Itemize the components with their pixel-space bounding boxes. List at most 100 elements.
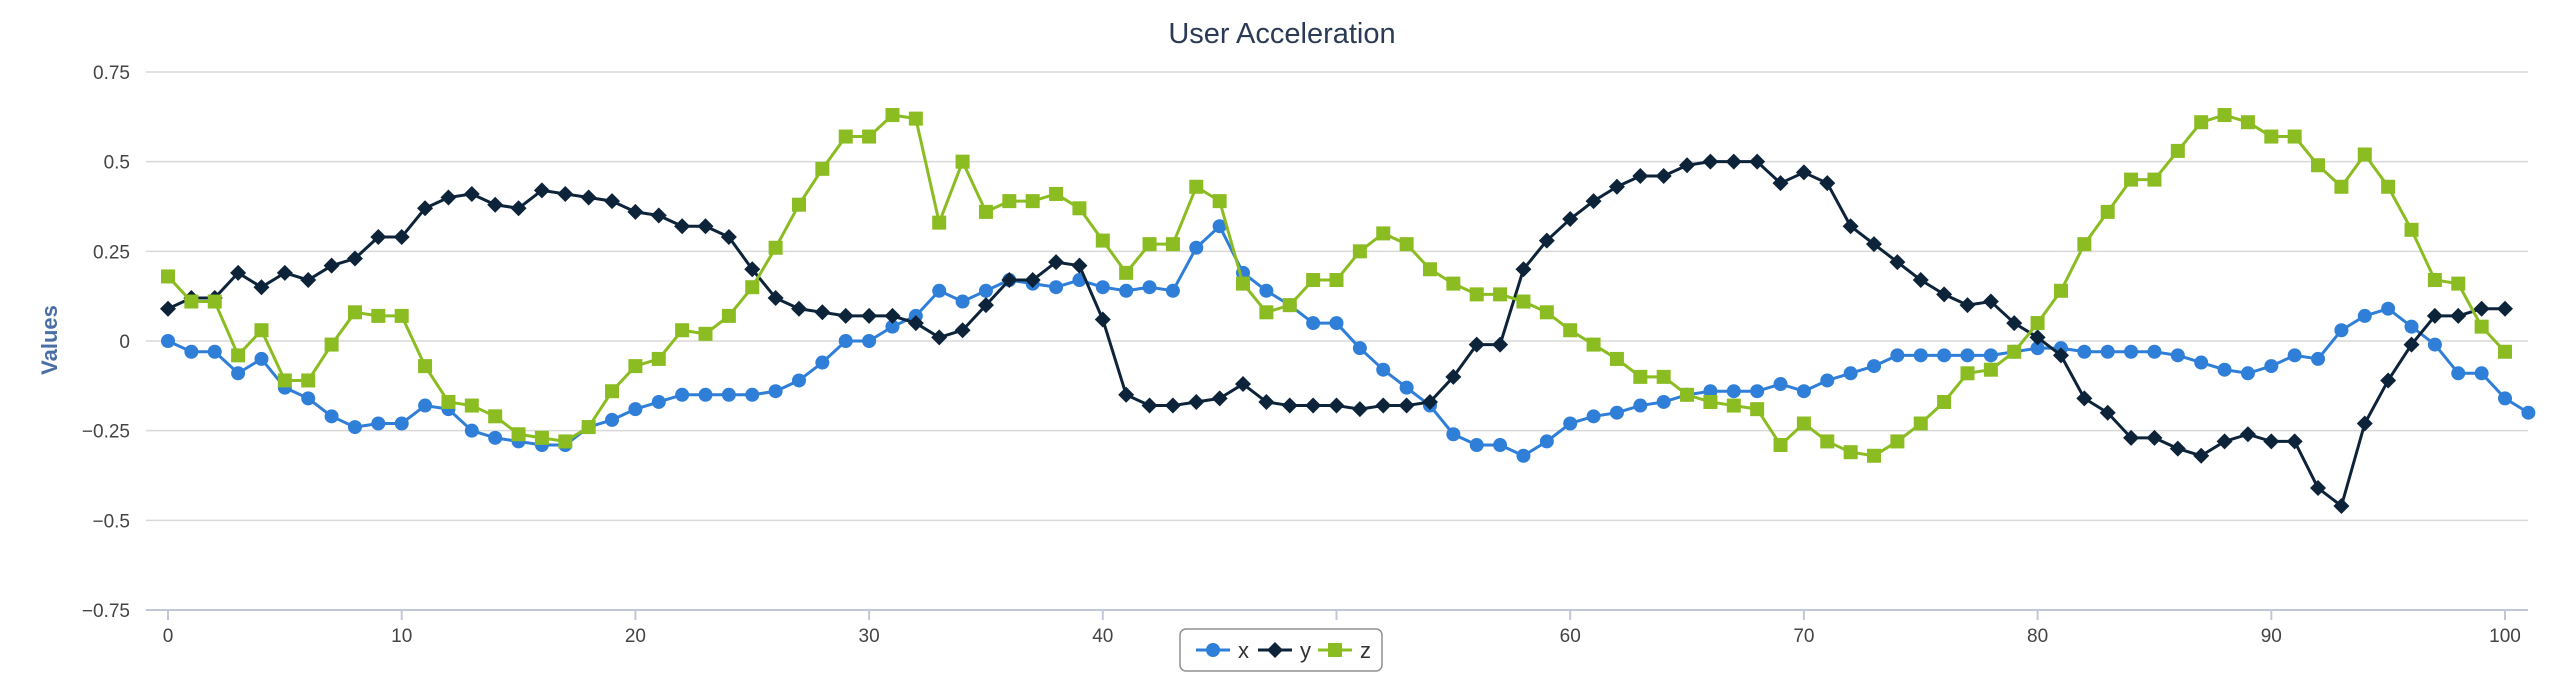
- data-point-y[interactable]: [1842, 218, 1859, 235]
- data-point-z[interactable]: [184, 294, 199, 309]
- data-point-x[interactable]: [1259, 283, 1274, 298]
- data-point-z[interactable]: [464, 398, 479, 413]
- data-point-y[interactable]: [1632, 168, 1649, 185]
- data-point-x[interactable]: [978, 283, 993, 298]
- data-point-y[interactable]: [253, 279, 270, 296]
- data-point-y[interactable]: [160, 300, 176, 317]
- data-point-z[interactable]: [254, 323, 269, 338]
- data-point-x[interactable]: [1119, 283, 1134, 298]
- data-point-z[interactable]: [534, 430, 549, 445]
- data-point-z[interactable]: [418, 359, 433, 374]
- data-point-z[interactable]: [1983, 362, 1998, 377]
- data-point-z[interactable]: [862, 129, 877, 144]
- data-point-y[interactable]: [1562, 211, 1579, 228]
- data-point-z[interactable]: [2147, 172, 2162, 187]
- data-point-z[interactable]: [1469, 287, 1484, 302]
- data-point-z[interactable]: [1002, 194, 1017, 209]
- data-point-y[interactable]: [557, 185, 574, 202]
- data-point-z[interactable]: [628, 359, 643, 374]
- data-point-x[interactable]: [2077, 344, 2092, 359]
- data-point-x[interactable]: [2194, 355, 2209, 370]
- data-point-x[interactable]: [2217, 362, 2232, 377]
- data-point-x[interactable]: [2404, 319, 2419, 334]
- data-point-y[interactable]: [1889, 254, 1906, 271]
- data-point-x[interactable]: [1563, 416, 1578, 431]
- data-point-x[interactable]: [1189, 240, 1204, 255]
- data-point-y[interactable]: [1398, 397, 1415, 414]
- data-point-y[interactable]: [1608, 178, 1625, 195]
- data-point-z[interactable]: [1750, 402, 1765, 417]
- data-point-y[interactable]: [837, 307, 854, 324]
- data-point-y[interactable]: [884, 307, 901, 324]
- data-point-x[interactable]: [1212, 219, 1227, 234]
- data-point-y[interactable]: [1094, 311, 1111, 328]
- data-point-y[interactable]: [1141, 397, 1158, 414]
- data-point-x[interactable]: [1376, 362, 1391, 377]
- data-point-x[interactable]: [1983, 348, 1998, 363]
- data-point-y[interactable]: [1866, 236, 1883, 253]
- data-point-x[interactable]: [464, 423, 479, 438]
- data-point-z[interactable]: [1422, 262, 1437, 277]
- data-point-x[interactable]: [675, 387, 690, 402]
- data-point-y[interactable]: [1959, 297, 1976, 314]
- data-point-z[interactable]: [955, 154, 970, 169]
- data-point-z[interactable]: [1609, 351, 1624, 366]
- data-point-x[interactable]: [2334, 323, 2349, 338]
- data-point-z[interactable]: [908, 111, 923, 126]
- data-point-z[interactable]: [1142, 237, 1157, 252]
- data-point-y[interactable]: [276, 264, 293, 281]
- data-point-x[interactable]: [1306, 316, 1321, 331]
- data-point-x[interactable]: [1469, 438, 1484, 453]
- data-point-y[interactable]: [2076, 390, 2093, 407]
- data-point-z[interactable]: [978, 204, 993, 219]
- data-point-x[interactable]: [1820, 373, 1835, 388]
- data-point-x[interactable]: [1539, 434, 1554, 449]
- data-point-z[interactable]: [2264, 129, 2279, 144]
- data-point-y[interactable]: [1188, 393, 1205, 410]
- data-point-y[interactable]: [440, 189, 457, 206]
- data-point-y[interactable]: [300, 272, 317, 289]
- data-point-z[interactable]: [2124, 172, 2139, 187]
- data-point-x[interactable]: [2451, 366, 2466, 381]
- data-point-z[interactable]: [1703, 394, 1718, 409]
- data-point-y[interactable]: [1305, 397, 1322, 414]
- data-point-x[interactable]: [324, 409, 339, 424]
- data-point-z[interactable]: [1165, 237, 1180, 252]
- data-point-y[interactable]: [1375, 397, 1392, 414]
- data-point-y[interactable]: [650, 207, 667, 224]
- legend-marker-z[interactable]: [1328, 643, 1342, 657]
- data-point-x[interactable]: [1142, 280, 1157, 295]
- data-point-y[interactable]: [1749, 153, 1766, 170]
- data-point-z[interactable]: [1960, 366, 1975, 381]
- legend-item-x[interactable]: x: [1196, 638, 1249, 663]
- data-point-y[interactable]: [1001, 272, 1018, 289]
- data-point-y[interactable]: [1421, 393, 1438, 410]
- data-point-z[interactable]: [2077, 237, 2092, 252]
- data-point-z[interactable]: [2311, 158, 2326, 173]
- data-point-x[interactable]: [1843, 366, 1858, 381]
- data-point-y[interactable]: [1235, 376, 1252, 393]
- data-point-y[interactable]: [2356, 415, 2373, 432]
- data-point-y[interactable]: [323, 257, 340, 274]
- data-point-x[interactable]: [2521, 405, 2536, 420]
- data-point-z[interactable]: [1072, 201, 1087, 216]
- data-point-y[interactable]: [370, 228, 387, 245]
- data-point-x[interactable]: [2264, 359, 2279, 374]
- data-point-z[interactable]: [2194, 115, 2209, 130]
- data-point-y[interactable]: [2497, 300, 2513, 317]
- data-point-z[interactable]: [1843, 445, 1858, 460]
- data-point-z[interactable]: [1329, 273, 1344, 288]
- data-point-x[interactable]: [1890, 348, 1905, 363]
- data-point-y[interactable]: [720, 228, 737, 245]
- data-point-x[interactable]: [1703, 384, 1718, 399]
- data-point-y[interactable]: [2286, 433, 2303, 450]
- data-point-x[interactable]: [651, 394, 666, 409]
- data-point-z[interactable]: [651, 351, 666, 366]
- data-point-x[interactable]: [2124, 344, 2139, 359]
- data-point-y[interactable]: [1258, 393, 1275, 410]
- data-point-z[interactable]: [2381, 179, 2396, 194]
- data-point-x[interactable]: [371, 416, 386, 431]
- data-point-z[interactable]: [511, 427, 526, 442]
- data-point-z[interactable]: [1399, 237, 1414, 252]
- data-point-x[interactable]: [2381, 301, 2396, 316]
